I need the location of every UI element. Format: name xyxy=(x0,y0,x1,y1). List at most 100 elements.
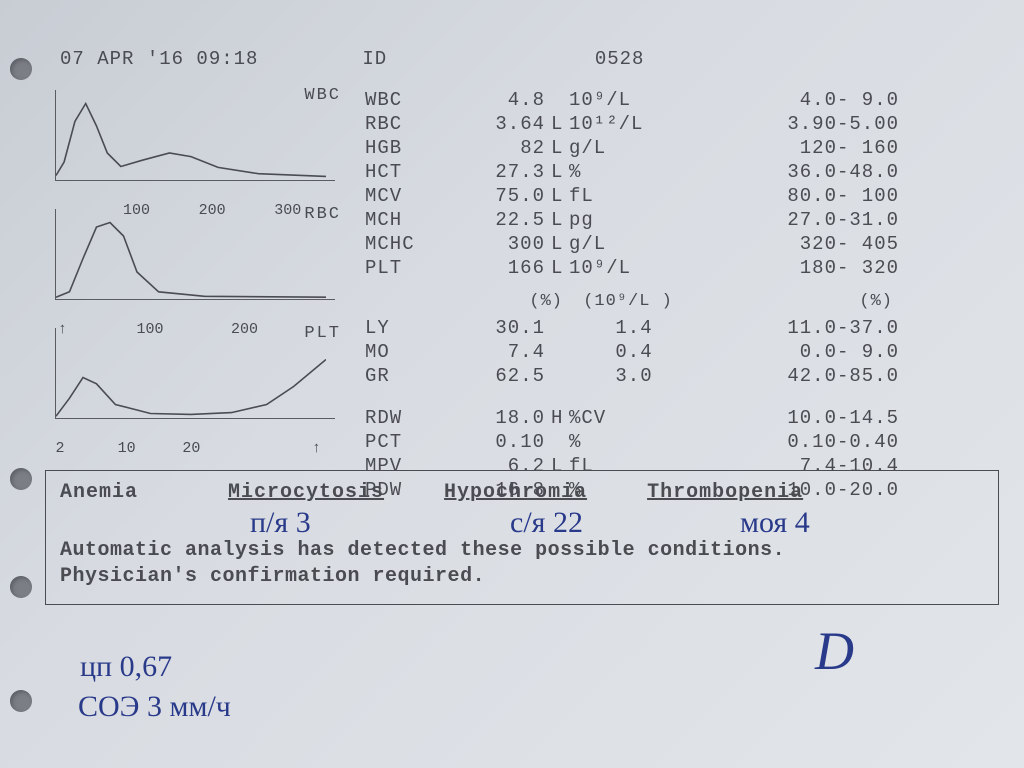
param-range: 80.0- 100 xyxy=(699,184,899,208)
param-flag xyxy=(551,88,569,112)
param-name: PCT xyxy=(365,430,435,454)
param-range: 11.0-37.0 xyxy=(699,316,899,340)
handwritten-note: цп 0,67 xyxy=(80,650,172,684)
diff-header: (%)(10⁹/L )(%) xyxy=(365,290,994,314)
result-row: WBC4.8 10⁹/L4.0- 9.0 xyxy=(365,88,994,112)
param-value: 27.3 xyxy=(435,160,551,184)
param-range: 180- 320 xyxy=(699,256,899,280)
param-unit: % xyxy=(569,430,699,454)
param-unit: 10⁹/L xyxy=(569,88,699,112)
diagnosis-condition: Microcytosis xyxy=(228,481,384,504)
handwritten-note: СОЭ 3 мм/ч xyxy=(78,690,231,724)
diagnosis-msg-1: Automatic analysis has detected these po… xyxy=(60,538,984,564)
param-range: 120- 160 xyxy=(699,136,899,160)
param-range: 0.10-0.40 xyxy=(699,430,899,454)
param-flag: L xyxy=(551,160,569,184)
param-name: MCHC xyxy=(365,232,435,256)
results-table: WBC4.810⁹/L4.0- 9.0RBC3.64L10¹²/L3.90-5.… xyxy=(365,88,994,502)
param-name: PLT xyxy=(365,256,435,280)
param-unit: g/L xyxy=(569,136,699,160)
result-row: RDW18.0H%CV10.0-14.5 xyxy=(365,406,994,430)
handwritten-note: с/я 22 xyxy=(510,506,583,540)
param-range: 0.0- 9.0 xyxy=(699,340,899,364)
param-name: LY xyxy=(365,316,435,340)
param-value: 3.64 xyxy=(435,112,551,136)
param-flag xyxy=(551,430,569,454)
param-value: 7.4 xyxy=(435,340,551,364)
param-value: 62.5 xyxy=(435,364,551,388)
result-row: GR62.5 3.042.0-85.0 xyxy=(365,364,994,388)
param-range: 36.0-48.0 xyxy=(699,160,899,184)
param-value: 300 xyxy=(435,232,551,256)
param-unit: pg xyxy=(569,208,699,232)
param-flag: L xyxy=(551,208,569,232)
histogram-rbc: RBC100200↑ xyxy=(55,209,335,300)
result-row: MCV75.0LfL80.0- 100 xyxy=(365,184,994,208)
id-label: ID xyxy=(362,48,582,70)
param-unit: %CV xyxy=(569,406,699,430)
param-name: MCH xyxy=(365,208,435,232)
param-range: 320- 405 xyxy=(699,232,899,256)
result-row: HCT27.3L%36.0-48.0 xyxy=(365,160,994,184)
handwritten-note: п/я 3 xyxy=(250,506,311,540)
param-value: 4.8 xyxy=(435,88,551,112)
histogram-plt: PLT21020↑ xyxy=(55,328,335,419)
result-row: RBC3.64L10¹²/L3.90-5.00 xyxy=(365,112,994,136)
param-value: 75.0 xyxy=(435,184,551,208)
result-row: PLT166L10⁹/L180- 320 xyxy=(365,256,994,280)
result-row: MCHC300Lg/L320- 405 xyxy=(365,232,994,256)
param-flag: H xyxy=(551,406,569,430)
id-value: 0528 xyxy=(595,48,645,70)
handwritten-note: моя 4 xyxy=(740,506,810,540)
param-name: HGB xyxy=(365,136,435,160)
param-value: 0.10 xyxy=(435,430,551,454)
param-abs: 1.4 xyxy=(569,316,699,340)
param-range: 3.90-5.00 xyxy=(699,112,899,136)
param-name: RBC xyxy=(365,112,435,136)
param-value: 166 xyxy=(435,256,551,280)
param-unit: 10¹²/L xyxy=(569,112,699,136)
param-name: MCV xyxy=(365,184,435,208)
param-name: GR xyxy=(365,364,435,388)
param-abs: 0.4 xyxy=(569,340,699,364)
lab-report-page: 07 APR '16 09:18 ID 0528 WBC100200300RBC… xyxy=(0,0,1024,768)
result-row: PCT0.10%0.10-0.40 xyxy=(365,430,994,454)
diagnosis-conditions: Anemia Microcytosis Hypochromia Thrombopeni… xyxy=(60,481,984,504)
result-row: MO7.4 0.40.0- 9.0 xyxy=(365,340,994,364)
xtick-label: 10 xyxy=(118,440,136,457)
xtick-label: 20 xyxy=(182,440,200,457)
datetime: 07 APR '16 09:18 xyxy=(60,48,350,70)
param-flag: L xyxy=(551,136,569,160)
result-row: LY30.1 1.411.0-37.0 xyxy=(365,316,994,340)
punch-hole xyxy=(10,58,32,80)
param-name: HCT xyxy=(365,160,435,184)
param-unit: % xyxy=(569,160,699,184)
signature: D xyxy=(815,620,854,682)
param-value: 82 xyxy=(435,136,551,160)
param-flag: L xyxy=(551,256,569,280)
param-abs: 3.0 xyxy=(569,364,699,388)
param-name: WBC xyxy=(365,88,435,112)
diagnosis-condition: Thrombopenia xyxy=(647,481,803,504)
param-range: 10.0-14.5 xyxy=(699,406,899,430)
xtick-label: 2 xyxy=(56,440,65,457)
param-flag: L xyxy=(551,112,569,136)
param-value: 30.1 xyxy=(435,316,551,340)
diagnosis-condition: Hypochromia xyxy=(444,481,587,504)
punch-hole xyxy=(10,690,32,712)
param-unit: g/L xyxy=(569,232,699,256)
param-value: 18.0 xyxy=(435,406,551,430)
result-row: MCH22.5Lpg27.0-31.0 xyxy=(365,208,994,232)
param-range: 27.0-31.0 xyxy=(699,208,899,232)
param-range: 4.0- 9.0 xyxy=(699,88,899,112)
param-value: 22.5 xyxy=(435,208,551,232)
report-header: 07 APR '16 09:18 ID 0528 xyxy=(60,48,994,70)
punch-hole xyxy=(10,576,32,598)
param-unit: fL xyxy=(569,184,699,208)
param-name: MO xyxy=(365,340,435,364)
param-flag: L xyxy=(551,184,569,208)
diagnosis-condition: Anemia xyxy=(60,481,138,504)
param-range: 42.0-85.0 xyxy=(699,364,899,388)
param-flag: L xyxy=(551,232,569,256)
histogram-panel: WBC100200300RBC100200↑PLT21020↑ xyxy=(55,90,335,447)
